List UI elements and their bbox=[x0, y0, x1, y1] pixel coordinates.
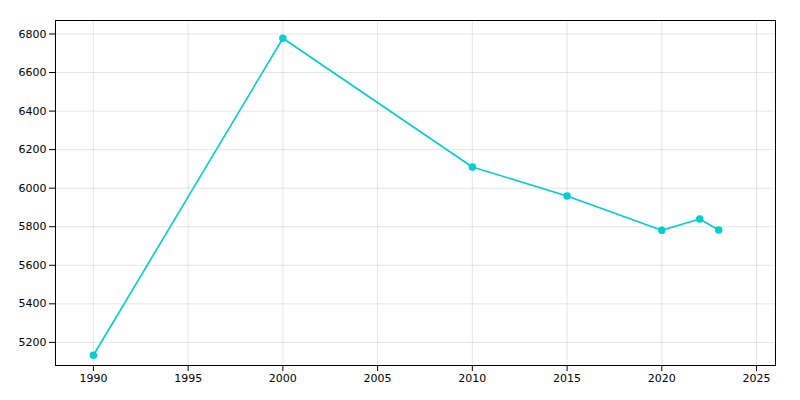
svg-text:5200: 5200 bbox=[19, 336, 47, 349]
svg-text:6400: 6400 bbox=[19, 105, 47, 118]
svg-text:2000: 2000 bbox=[269, 372, 297, 385]
svg-text:5800: 5800 bbox=[19, 220, 47, 233]
svg-text:2015: 2015 bbox=[553, 372, 581, 385]
svg-text:2020: 2020 bbox=[648, 372, 676, 385]
svg-text:1995: 1995 bbox=[174, 372, 202, 385]
svg-text:5400: 5400 bbox=[19, 297, 47, 310]
svg-text:5600: 5600 bbox=[19, 259, 47, 272]
svg-text:2010: 2010 bbox=[458, 372, 486, 385]
svg-text:1990: 1990 bbox=[79, 372, 107, 385]
svg-text:6600: 6600 bbox=[19, 66, 47, 79]
svg-text:2025: 2025 bbox=[743, 372, 771, 385]
svg-text:6200: 6200 bbox=[19, 143, 47, 156]
svg-text:6800: 6800 bbox=[19, 28, 47, 41]
svg-text:2005: 2005 bbox=[364, 372, 392, 385]
svg-text:6000: 6000 bbox=[19, 182, 47, 195]
